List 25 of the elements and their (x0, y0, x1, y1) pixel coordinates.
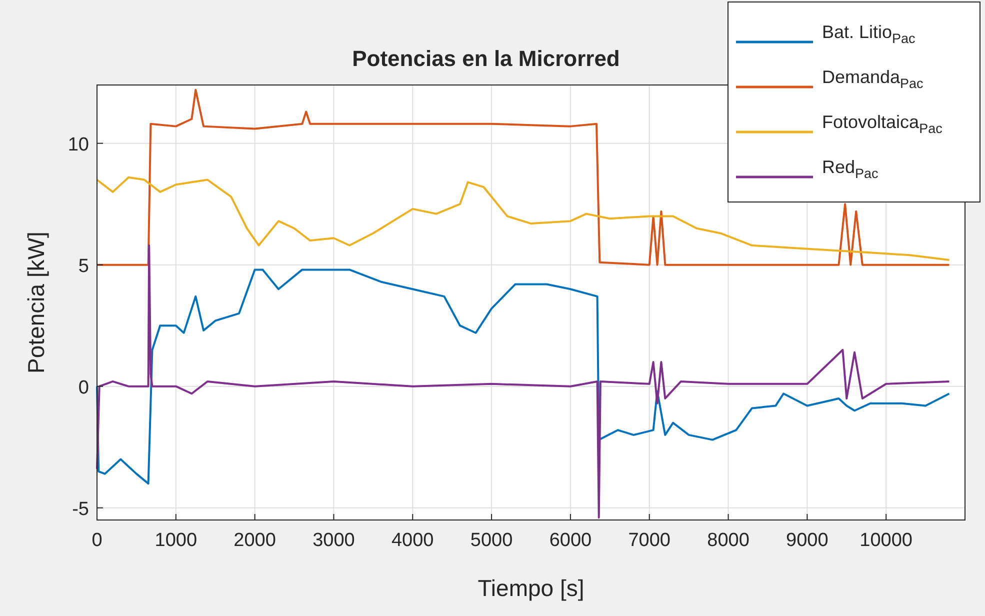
legend-label: Bat. Litio$_{Pac}$ (822, 22, 916, 46)
y-tick-label: 0 (78, 377, 89, 398)
line-series (96, 88, 950, 266)
legend-label: Fotovoltaica$_{Pac}$ (822, 112, 943, 136)
x-tick-label: 6000 (549, 530, 592, 551)
legend-label: Demanda$_{Pac}$ (822, 67, 924, 91)
x-axis-title: Tiempo [s] (478, 575, 584, 601)
chart-title: Potencias en la Microrred (352, 46, 620, 71)
x-tick-label: 4000 (391, 530, 434, 551)
y-axis-title: Potencia [kW] (23, 232, 49, 374)
x-tick-label: 8000 (707, 530, 750, 551)
y-tick-label: -5 (72, 498, 89, 520)
x-tick-label: 7000 (628, 530, 671, 551)
y-tick-label: 10 (68, 134, 89, 156)
y-tick-label: 5 (78, 256, 89, 277)
x-tick-label: 5000 (470, 530, 513, 551)
legend-label: Red$_{Pac}$ (822, 157, 879, 181)
line-series (96, 268, 950, 485)
x-tick-label: 1000 (154, 530, 198, 551)
line-series (96, 244, 950, 519)
x-tick-label: 10000 (860, 530, 913, 551)
x-tick-label: 2000 (234, 530, 276, 551)
x-tick-label: 9000 (786, 530, 828, 551)
x-tick-label: 0 (92, 530, 102, 551)
x-tick-label: 3000 (312, 530, 355, 551)
